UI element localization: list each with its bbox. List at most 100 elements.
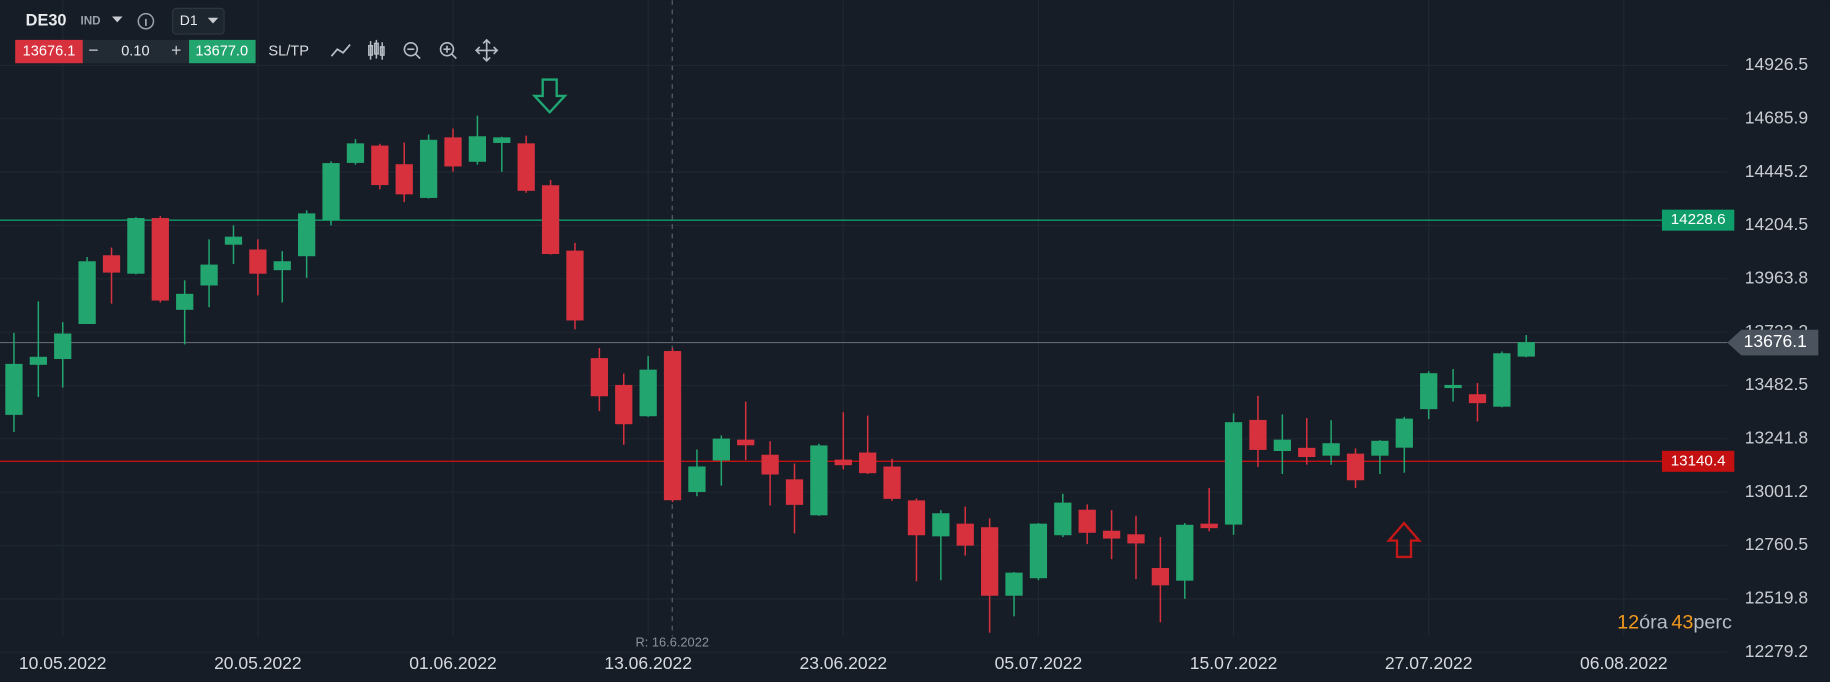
candle-body — [468, 136, 487, 162]
candle-body — [493, 137, 511, 143]
candle-body — [102, 255, 121, 273]
candle-body — [5, 363, 23, 415]
x-tick-label: 20.05.2022 — [214, 653, 302, 673]
candle-body — [1517, 342, 1535, 357]
candle-body — [1029, 523, 1048, 579]
candle-body — [1176, 524, 1194, 581]
candle-body — [615, 384, 633, 425]
y-tick-label: 12279.2 — [1745, 641, 1808, 661]
price-line-label: 13140.4 — [1671, 452, 1726, 469]
sell-price: 13676.1 — [23, 43, 76, 59]
volume[interactable]: 0.10 — [121, 43, 149, 59]
volume-plus[interactable]: + — [171, 40, 181, 60]
x-tick-label: 23.06.2022 — [799, 653, 887, 673]
x-tick-label: 01.06.2022 — [409, 653, 497, 673]
y-tick-label: 14685.9 — [1745, 107, 1808, 127]
candle-body — [1322, 443, 1340, 456]
candle-chart-icon[interactable] — [368, 39, 385, 60]
timer-text: 12óra 43perc — [1617, 612, 1732, 634]
candle-body — [566, 250, 584, 321]
info-icon[interactable] — [137, 12, 155, 30]
candle-body — [761, 454, 779, 475]
buy-price: 13677.0 — [195, 43, 248, 59]
x-tick-label: 05.07.2022 — [995, 653, 1083, 673]
y-tick-label: 13241.8 — [1745, 427, 1808, 447]
sl-tp[interactable]: SL/TP — [268, 43, 309, 59]
current-price-label: 13676.1 — [1744, 331, 1807, 351]
levels — [0, 219, 1728, 463]
market-dropdown[interactable] — [112, 16, 123, 23]
labels: 12279.2 12519.8 12760.5 13001.2 13241.8 13482… — [19, 54, 1819, 673]
sell-button[interactable] — [15, 39, 83, 64]
line-chart-icon[interactable] — [330, 43, 351, 57]
candle-body — [932, 513, 950, 537]
price-line-label-box — [1661, 450, 1735, 472]
buy-button[interactable] — [189, 39, 256, 64]
y-tick-label: 13482.5 — [1745, 374, 1808, 394]
candle-body — [785, 479, 804, 505]
candle-body — [1298, 447, 1316, 458]
price-line-label-box — [1661, 209, 1735, 231]
candle-body — [395, 164, 413, 195]
interval-dropdown — [207, 17, 219, 24]
candle-body — [200, 264, 218, 286]
timer-hours: 12 — [1617, 612, 1639, 634]
candle-body — [273, 261, 291, 271]
candle-body — [1420, 373, 1438, 410]
current-price-box — [1727, 329, 1819, 356]
candle-body — [639, 369, 657, 417]
candle-body — [151, 218, 169, 301]
volume-minus[interactable]: − — [88, 40, 98, 60]
candle-body — [1054, 502, 1072, 536]
candle-body — [54, 333, 72, 360]
candle-body — [737, 439, 755, 446]
timer-hours-unit: óra — [1639, 612, 1669, 634]
candle-body — [1468, 394, 1487, 404]
candle-body — [444, 137, 462, 167]
candle-body — [322, 163, 340, 221]
y-tick-label: 12519.8 — [1745, 587, 1808, 607]
candle-body — [298, 213, 316, 257]
crosshair-label: R: 16.6.2022 — [636, 635, 709, 650]
interval-select[interactable] — [172, 7, 225, 35]
candle-body — [249, 249, 267, 274]
candle-body — [29, 356, 47, 365]
candle-body — [907, 500, 926, 536]
y-tick-label: 14445.2 — [1745, 161, 1808, 181]
x-tick-label: 15.07.2022 — [1190, 653, 1278, 673]
candle-body — [712, 438, 730, 461]
candle-body — [224, 236, 243, 245]
candle-body — [1127, 534, 1145, 544]
candle-body — [1005, 572, 1023, 596]
candle-body — [1249, 419, 1267, 450]
candle-body — [78, 261, 96, 325]
candle-body — [371, 145, 389, 186]
y-tick-label: 14926.5 — [1745, 54, 1808, 74]
candle-body — [1224, 422, 1243, 525]
candle-body — [346, 143, 365, 163]
interval: D1 — [180, 12, 198, 28]
y-tick-label: 14204.5 — [1745, 214, 1808, 234]
x-tick-label: 27.07.2022 — [1385, 653, 1473, 673]
candle-body — [1346, 453, 1365, 481]
candle-body — [1151, 567, 1170, 586]
sell-signal-arrow — [531, 78, 568, 114]
candle-body — [859, 452, 877, 474]
candle-body — [1395, 418, 1413, 448]
pan-icon[interactable] — [475, 38, 499, 63]
symbol[interactable]: DE30 — [26, 12, 67, 30]
candle-body — [663, 351, 682, 501]
zoom-in-icon[interactable] — [439, 41, 457, 60]
candle-body — [541, 185, 560, 254]
zoom-out-icon[interactable] — [403, 41, 421, 60]
y-tick-label: 13963.8 — [1745, 267, 1808, 287]
buy-signal-arrow — [1386, 521, 1422, 559]
timer-minutes: 43 — [1671, 612, 1693, 634]
candle-body — [1493, 353, 1511, 407]
candle-body — [1371, 440, 1389, 456]
x-tick-label: 06.08.2022 — [1580, 653, 1668, 673]
candle-body — [1200, 523, 1218, 529]
candle-body — [834, 459, 852, 466]
